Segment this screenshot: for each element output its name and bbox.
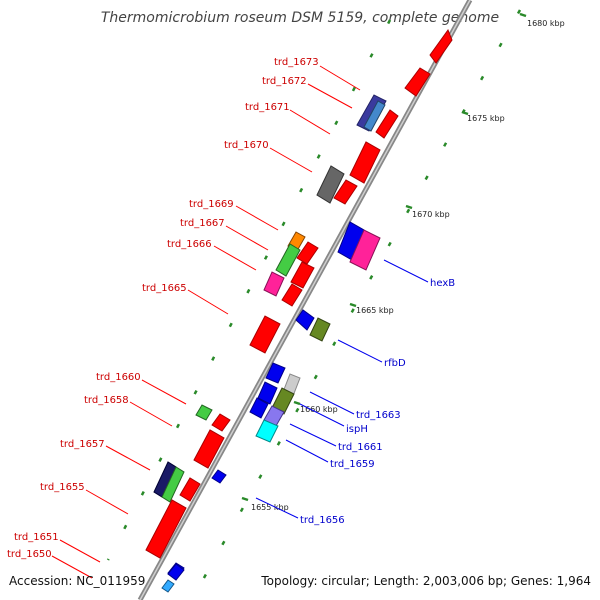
label-trd_1661: trd_1661 <box>338 442 383 453</box>
label-trd_1671: trd_1671 <box>245 102 290 113</box>
scale-label-1680: 1680 kbp <box>527 19 565 28</box>
gene-block <box>404 67 431 97</box>
gene-trd_1659 <box>255 419 279 443</box>
label-trd_1656: trd_1656 <box>300 515 345 526</box>
tick-marks <box>106 9 522 586</box>
gene-grey <box>316 165 345 204</box>
label-hexB: hexB <box>430 278 455 289</box>
scale-label-1660: 1660 kbp <box>300 405 338 414</box>
gene-red-1657c <box>179 477 201 502</box>
gene-rfbD <box>309 317 331 342</box>
gene-trd_1663-a <box>265 362 286 384</box>
gene-red-1668 <box>333 179 358 205</box>
label-trd_1655: trd_1655 <box>40 482 85 493</box>
label-trd_1666: trd_1666 <box>167 239 212 250</box>
label-trd_1651: trd_1651 <box>14 532 59 543</box>
scale-label-1670: 1670 kbp <box>412 210 450 219</box>
label-trd_1673: trd_1673 <box>274 57 319 68</box>
gene-trd_1655 <box>145 499 187 559</box>
gene-trd_1650 <box>161 579 175 593</box>
scale-label-1655: 1655 kbp <box>251 503 289 512</box>
genes-left-strand <box>145 28 453 593</box>
scale-label-1675: 1675 kbp <box>467 114 505 123</box>
gene-rfbD-blue <box>295 309 315 331</box>
label-trd_1669: trd_1669 <box>189 199 234 210</box>
topology-text: Topology: circular; Length: 2,003,006 bp… <box>261 574 591 588</box>
label-trd_1663: trd_1663 <box>356 410 401 421</box>
gene-trd_1667 <box>275 243 301 277</box>
gene-trd_1672 <box>363 100 386 132</box>
gene-red-1660b <box>211 413 231 432</box>
label-trd_1670: trd_1670 <box>224 140 269 151</box>
gene-trd_1658 <box>193 429 225 469</box>
gene-trd_1680-region <box>429 28 453 64</box>
gene-trd_1665 <box>249 315 281 354</box>
left-label-leaders <box>51 65 361 579</box>
label-trd_1665: trd_1665 <box>142 283 187 294</box>
gene-trd_1671 <box>375 109 399 139</box>
gene-trd_1660 <box>195 404 213 421</box>
genome-backbone-highlight <box>139 0 471 600</box>
label-trd_1667: trd_1667 <box>180 218 225 229</box>
label-trd_1657: trd_1657 <box>60 439 105 450</box>
gene-trd_1663-b <box>257 381 278 405</box>
right-label-leaders <box>255 259 429 519</box>
label-trd_1658: trd_1658 <box>84 395 129 406</box>
gene-red-1667b <box>296 241 319 265</box>
gene-red-1666c <box>290 261 315 289</box>
scale-label-1665: 1665 kbp <box>356 306 394 315</box>
gene-trd_1670 <box>349 141 381 184</box>
label-trd_1659: trd_1659 <box>330 459 375 470</box>
gene-trd_1661-a <box>249 397 269 419</box>
map-title: Thermomicrobium roseum DSM 5159, complet… <box>100 10 500 26</box>
accession-text: Accession: NC_011959 <box>9 574 146 588</box>
gene-hexB <box>349 229 381 271</box>
gene-red-1666b <box>281 283 303 307</box>
label-trd_1660: trd_1660 <box>96 372 141 383</box>
label-trd_1672: trd_1672 <box>262 76 307 87</box>
gene-trd_1666 <box>263 271 285 297</box>
gene-trd_1656 <box>211 469 227 484</box>
label-rfbD: rfbD <box>384 358 406 369</box>
label-ispH: ispH <box>346 424 368 435</box>
gene-blue-bottom <box>167 563 185 581</box>
genes-right-strand <box>167 221 381 581</box>
left-labels: trd_1673 trd_1672 trd_1671 trd_1670 trd_… <box>7 57 319 560</box>
scale-labels: 1680 kbp 1675 kbp 1670 kbp 1665 kbp 1660… <box>251 19 565 512</box>
label-trd_1650: trd_1650 <box>7 549 52 560</box>
scale-ticks <box>241 12 527 502</box>
gene-trd_1657b <box>161 466 185 503</box>
right-labels: hexB rfbD trd_1663 ispH trd_1661 trd_165… <box>300 278 455 526</box>
